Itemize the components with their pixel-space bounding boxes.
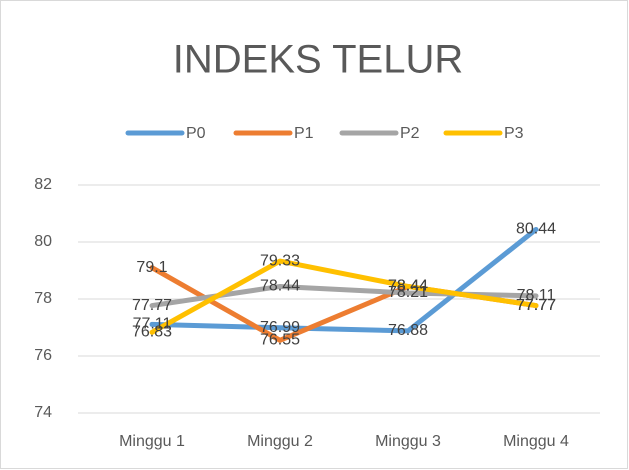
legend-label: P0 (186, 125, 206, 142)
data-label: 77.77 (516, 297, 556, 314)
data-label: 79.1 (136, 259, 167, 276)
y-tick-label: 80 (34, 233, 52, 250)
y-tick-label: 76 (34, 347, 52, 364)
data-label: 79.33 (260, 252, 300, 269)
legend-label: P1 (294, 125, 314, 142)
data-label: 78.44 (260, 278, 300, 295)
y-tick-label: 82 (34, 176, 52, 193)
legend-label: P3 (504, 125, 524, 142)
data-label: 77.77 (132, 297, 172, 314)
data-label: 78.11 (517, 287, 556, 304)
data-label: 80.44 (516, 221, 556, 238)
x-tick-label: Minggu 1 (119, 433, 185, 450)
data-label: 77.11 (133, 316, 172, 333)
x-tick-label: Minggu 2 (247, 433, 313, 450)
series-line (149, 258, 539, 335)
x-tick-label: Minggu 3 (375, 433, 441, 450)
data-label: 78.44 (388, 278, 428, 295)
data-label: 76.55 (260, 332, 300, 349)
data-label: 76.88 (388, 322, 428, 339)
y-tick-label: 74 (34, 404, 52, 421)
data-label: 76.83 (132, 324, 172, 341)
data-label: 78.44 (388, 278, 428, 295)
data-label: 77.77 (516, 297, 556, 314)
data-label: 78.21 (388, 284, 428, 301)
chart-title: INDEKS TELUR (173, 38, 463, 82)
data-label: 76.99 (260, 319, 300, 336)
y-tick-label: 78 (34, 290, 52, 307)
x-tick-label: Minggu 4 (503, 433, 569, 450)
series-line (149, 226, 539, 334)
legend-label: P2 (400, 125, 420, 142)
